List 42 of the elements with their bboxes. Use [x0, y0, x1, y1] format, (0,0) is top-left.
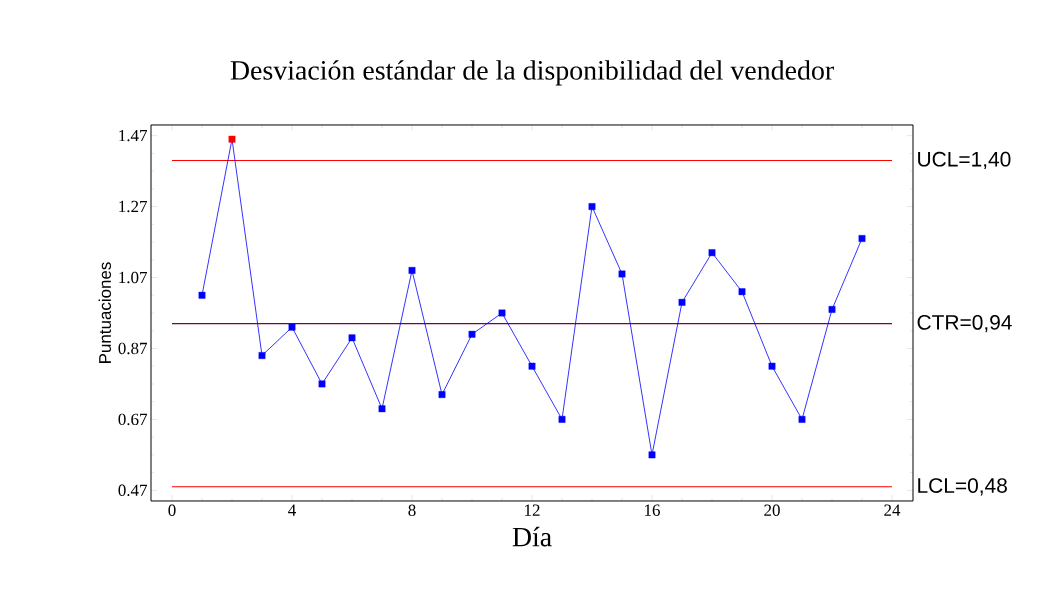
- point: [198, 291, 206, 299]
- point: [498, 309, 506, 317]
- point: [858, 235, 866, 242]
- point: [468, 330, 476, 338]
- y-tick-label: 1.27: [119, 200, 148, 213]
- point: [798, 416, 806, 423]
- x-tick-label: 16: [645, 504, 660, 516]
- point: [588, 203, 596, 210]
- x-tick-label: 12: [525, 504, 540, 516]
- ref-line-label: LCL=0,48: [918, 478, 1007, 496]
- x-tick-label: 0: [168, 504, 176, 516]
- x-axis-title: Día: [512, 526, 552, 547]
- x-tick-label: 20: [764, 504, 780, 516]
- point: [648, 451, 656, 459]
- y-axis-title: Puntuaciones: [98, 262, 112, 363]
- ref-line-label: UCL=1,40: [918, 151, 1011, 170]
- y-tick-label: 0.47: [118, 484, 148, 497]
- point: [258, 352, 266, 359]
- point: [348, 334, 356, 342]
- point: [228, 135, 236, 143]
- point: [678, 298, 686, 306]
- x-tick-label: 24: [884, 504, 901, 516]
- point: [408, 267, 416, 274]
- point: [738, 288, 746, 296]
- chart-title: Desviación estándar de la disponibilidad del vendedor: [230, 60, 834, 86]
- point: [558, 416, 566, 423]
- y-tick-label: 1.07: [119, 271, 148, 284]
- point: [288, 323, 296, 331]
- point: [528, 362, 536, 370]
- point: [318, 380, 326, 388]
- point: [618, 270, 626, 278]
- point: [708, 249, 716, 257]
- point: [768, 362, 776, 370]
- y-tick-label: 0.87: [118, 342, 148, 355]
- y-tick-label: 0.67: [118, 413, 148, 426]
- ref-line-label: CTR=0,94: [917, 314, 1012, 333]
- point: [828, 306, 836, 313]
- point: [438, 391, 446, 398]
- x-tick-label: 4: [288, 504, 296, 516]
- y-tick-label: 1.47: [119, 129, 148, 142]
- x-tick-label: 8: [408, 504, 416, 516]
- point: [378, 405, 386, 413]
